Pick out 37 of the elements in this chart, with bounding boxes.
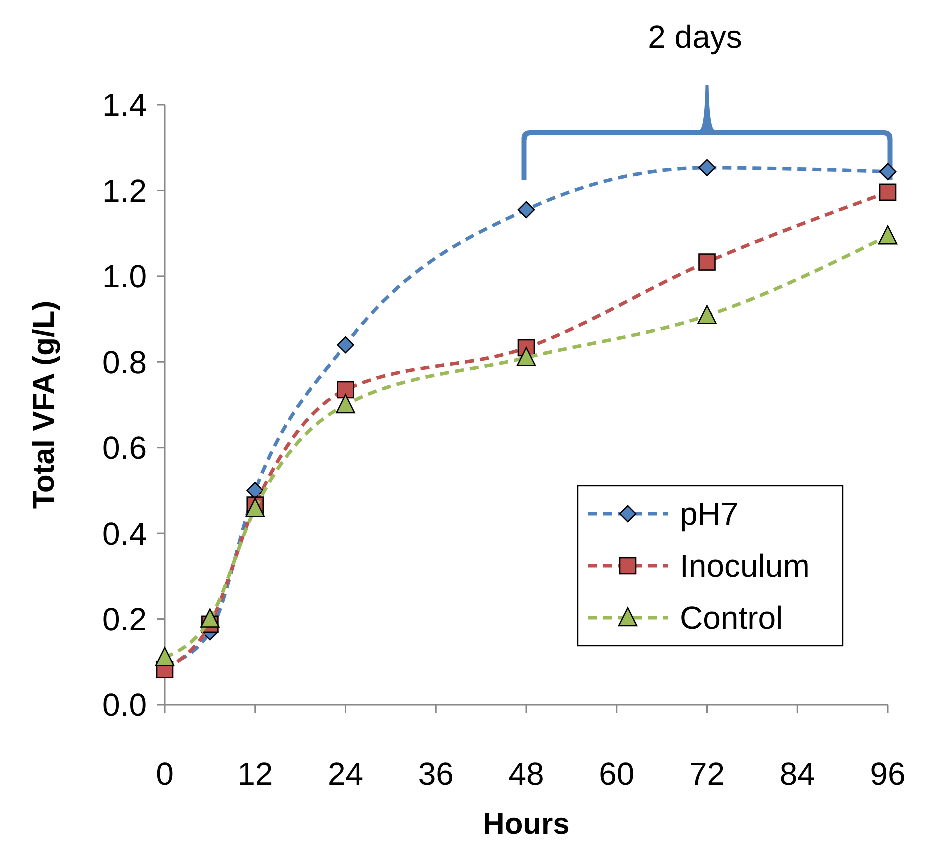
point xyxy=(518,201,536,219)
x-axis-title: Hours xyxy=(483,808,570,841)
point xyxy=(337,381,354,399)
point xyxy=(879,184,897,202)
legend-label: pH7 xyxy=(680,496,739,532)
point xyxy=(200,608,220,628)
point xyxy=(879,163,897,181)
point xyxy=(336,394,356,414)
y-tick-label: 0.4 xyxy=(102,516,147,552)
y-tick-label: 0.2 xyxy=(102,601,147,638)
x-tick-label: 12 xyxy=(238,756,274,792)
x-tick-label: 24 xyxy=(328,756,364,792)
y-tick-label: 0.0 xyxy=(102,687,147,724)
y-axis-title: Total VFA (g/L) xyxy=(28,300,61,510)
y-tick-label: 0.6 xyxy=(102,430,147,466)
point xyxy=(337,336,354,354)
point xyxy=(698,305,717,325)
y-tick-label: 0.8 xyxy=(102,344,147,380)
point xyxy=(246,498,266,518)
x-tick-label: 48 xyxy=(508,756,544,792)
y-tick-label: 1.4 xyxy=(102,87,147,124)
y-tick-label: 1.2 xyxy=(102,172,147,209)
point xyxy=(878,225,898,245)
x-tick-label: 84 xyxy=(780,756,816,792)
point xyxy=(516,347,536,367)
x-tick-label: 72 xyxy=(689,756,726,792)
point xyxy=(155,647,175,667)
legend-label: Control xyxy=(680,600,784,636)
x-tick-label: 36 xyxy=(418,756,454,792)
x-tick-label: 60 xyxy=(599,756,635,792)
x-tick-label: 96 xyxy=(870,756,906,792)
y-tick-label: 1.0 xyxy=(102,258,147,295)
text: 2 days xyxy=(648,19,742,55)
point xyxy=(698,159,716,177)
x-tick-label: 0 xyxy=(156,756,174,792)
legend-label: Inoculum xyxy=(680,548,810,584)
point xyxy=(698,254,716,271)
